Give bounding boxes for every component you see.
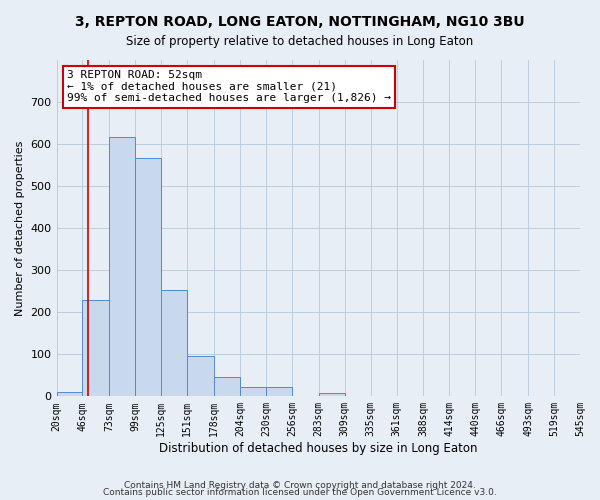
Bar (136, 158, 161, 396)
Text: Contains public sector information licensed under the Open Government Licence v3: Contains public sector information licen… (103, 488, 497, 497)
Bar (109, 137, 136, 396)
Bar (240, 387, 266, 396)
Bar (187, 356, 214, 397)
Y-axis label: Number of detached properties: Number of detached properties (15, 140, 25, 316)
Text: Contains HM Land Registry data © Crown copyright and database right 2024.: Contains HM Land Registry data © Crown c… (124, 480, 476, 490)
Bar (214, 376, 240, 396)
Bar (82, 300, 109, 396)
X-axis label: Distribution of detached houses by size in Long Eaton: Distribution of detached houses by size … (159, 442, 478, 455)
Bar (161, 290, 187, 397)
Bar (319, 393, 344, 396)
Text: Size of property relative to detached houses in Long Eaton: Size of property relative to detached ho… (127, 35, 473, 48)
Text: 3 REPTON ROAD: 52sqm
← 1% of detached houses are smaller (21)
99% of semi-detach: 3 REPTON ROAD: 52sqm ← 1% of detached ho… (67, 70, 391, 103)
Bar (266, 387, 292, 396)
Bar (56, 392, 82, 396)
Text: 3, REPTON ROAD, LONG EATON, NOTTINGHAM, NG10 3BU: 3, REPTON ROAD, LONG EATON, NOTTINGHAM, … (75, 15, 525, 29)
